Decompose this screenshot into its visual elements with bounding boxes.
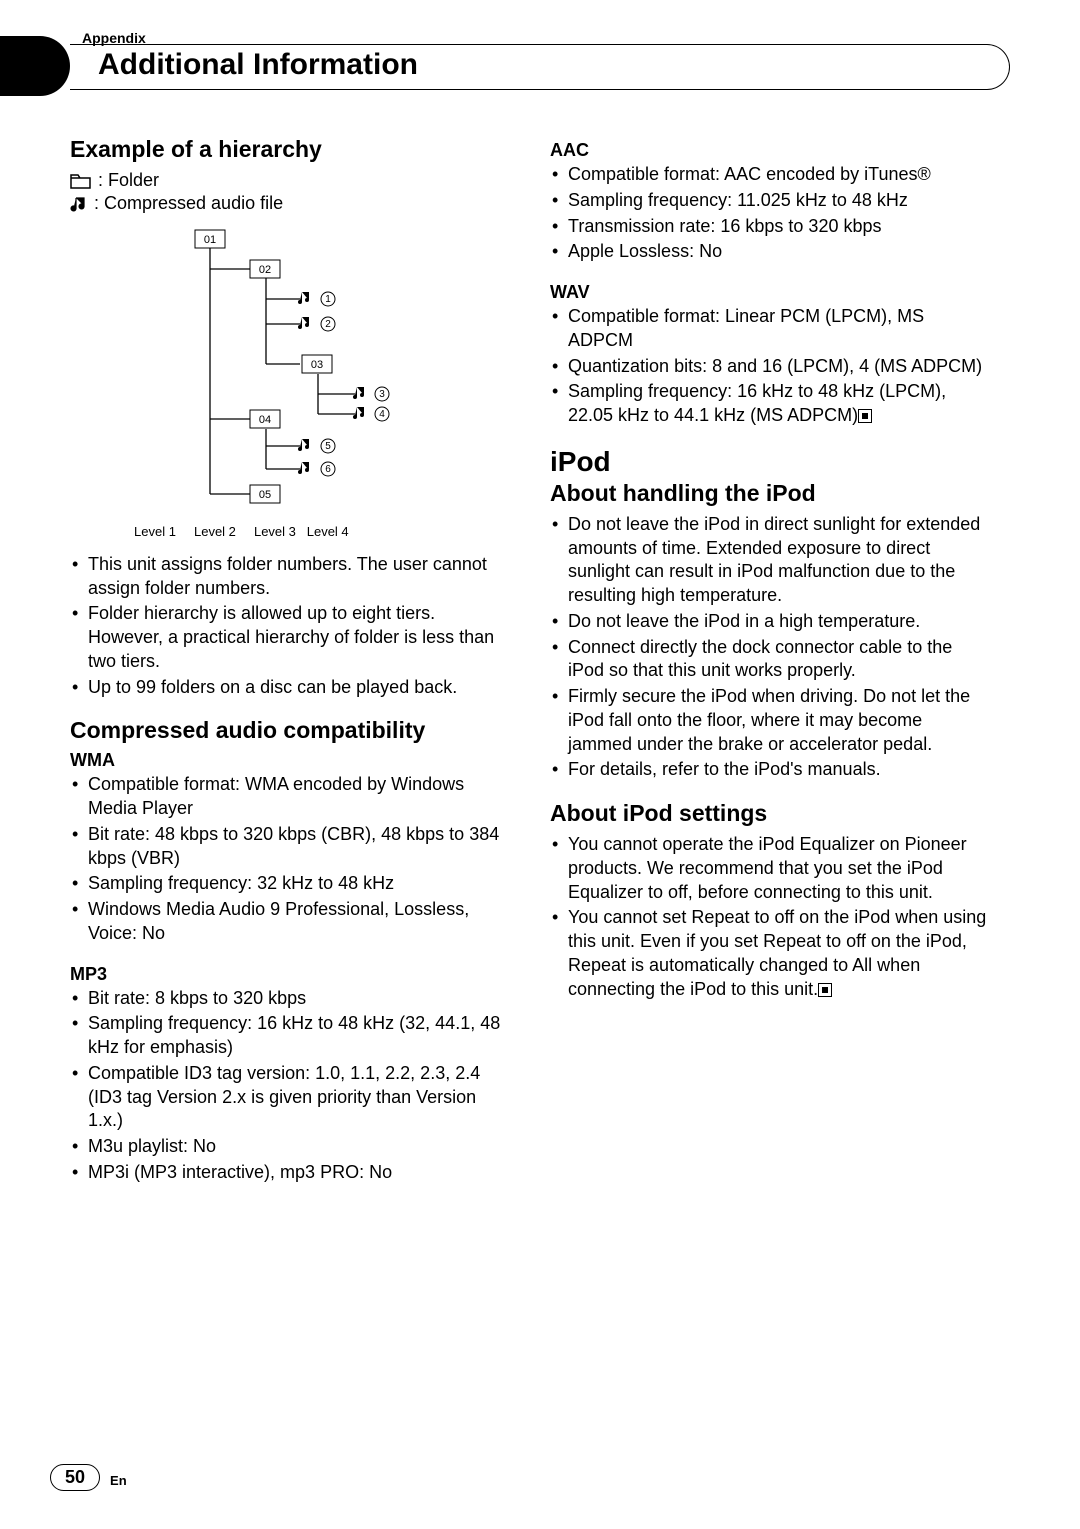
left-column: Example of a hierarchy : Folder : Compre… <box>70 136 510 1203</box>
wma-heading: WMA <box>70 750 510 771</box>
page-number: 50 <box>50 1464 100 1491</box>
list-item: You cannot operate the iPod Equalizer on… <box>550 833 990 904</box>
list-item: Sampling frequency: 32 kHz to 48 kHz <box>70 872 510 896</box>
list-item: Sampling frequency: 16 kHz to 48 kHz (32… <box>70 1012 510 1060</box>
wma-list: Compatible format: WMA encoded by Window… <box>70 773 510 945</box>
list-item: M3u playlist: No <box>70 1135 510 1159</box>
aac-list: Compatible format: AAC encoded by iTunes… <box>550 163 990 264</box>
folder-02: 02 <box>259 264 271 276</box>
section-end-icon <box>858 409 872 423</box>
content-columns: Example of a hierarchy : Folder : Compre… <box>70 136 1010 1203</box>
list-item: Compatible format: AAC encoded by iTunes… <box>550 163 990 187</box>
list-item: Sampling frequency: 11.025 kHz to 48 kHz <box>550 189 990 213</box>
svg-text:5: 5 <box>325 441 331 452</box>
list-item: Up to 99 folders on a disc can be played… <box>70 676 510 700</box>
folder-03: 03 <box>311 359 323 371</box>
page-title: Additional Information <box>98 48 418 82</box>
level-2-label: Level 2 <box>194 524 236 539</box>
list-item: Bit rate: 48 kbps to 320 kbps (CBR), 48 … <box>70 823 510 871</box>
folder-04: 04 <box>259 414 271 426</box>
list-item: You cannot set Repeat to off on the iPod… <box>550 906 990 1001</box>
legend-file-text: : Compressed audio file <box>94 192 283 215</box>
list-item: Do not leave the iPod in a high temperat… <box>550 610 990 634</box>
list-item: Apple Lossless: No <box>550 240 990 264</box>
folder-05: 05 <box>259 489 271 501</box>
title-black-tab <box>0 36 70 96</box>
language-label: En <box>110 1467 127 1488</box>
ipod-handling-list: Do not leave the iPod in direct sunlight… <box>550 513 990 782</box>
legend-folder-text: : Folder <box>98 169 159 192</box>
list-item: Compatible format: WMA encoded by Window… <box>70 773 510 821</box>
compat-heading: Compressed audio compatibility <box>70 717 510 744</box>
list-item: Do not leave the iPod in direct sunlight… <box>550 513 990 608</box>
right-column: AAC Compatible format: AAC encoded by iT… <box>550 136 990 1203</box>
list-item: Compatible format: Linear PCM (LPCM), MS… <box>550 305 990 353</box>
page-footer: 50 En <box>50 1464 127 1491</box>
level-1-label: Level 1 <box>134 524 176 539</box>
wav-heading: WAV <box>550 282 990 303</box>
example-hierarchy-heading: Example of a hierarchy <box>70 136 510 163</box>
svg-text:3: 3 <box>379 389 385 400</box>
list-item: MP3i (MP3 interactive), mp3 PRO: No <box>70 1161 510 1185</box>
ipod-settings-list: You cannot operate the iPod Equalizer on… <box>550 833 990 1001</box>
svg-text:1: 1 <box>325 294 331 305</box>
list-item: Compatible ID3 tag version: 1.0, 1.1, 2.… <box>70 1062 510 1133</box>
list-item: Transmission rate: 16 kbps to 320 kbps <box>550 215 990 239</box>
list-item: Windows Media Audio 9 Professional, Loss… <box>70 898 510 946</box>
list-item: Folder hierarchy is allowed up to eight … <box>70 602 510 673</box>
hierarchy-legend: : Folder : Compressed audio file <box>70 169 510 216</box>
hierarchy-notes-list: This unit assigns folder numbers. The us… <box>70 553 510 700</box>
svg-text:4: 4 <box>379 409 385 420</box>
aac-heading: AAC <box>550 140 990 161</box>
section-end-icon <box>818 983 832 997</box>
ipod-heading: iPod <box>550 446 990 478</box>
ipod-settings-heading: About iPod settings <box>550 800 990 827</box>
folder-icon <box>70 173 92 189</box>
list-item: Firmly secure the iPod when driving. Do … <box>550 685 990 756</box>
ipod-handling-heading: About handling the iPod <box>550 480 990 507</box>
list-item: This unit assigns folder numbers. The us… <box>70 553 510 601</box>
list-item: Connect directly the dock connector cabl… <box>550 636 990 684</box>
hierarchy-diagram: 01 02 03 04 05 <box>70 224 510 514</box>
wav-list: Compatible format: Linear PCM (LPCM), MS… <box>550 305 990 428</box>
folder-01: 01 <box>204 234 216 246</box>
list-item: Quantization bits: 8 and 16 (LPCM), 4 (M… <box>550 355 990 379</box>
list-item: Bit rate: 8 kbps to 320 kbps <box>70 987 510 1011</box>
hierarchy-svg: 01 02 03 04 05 <box>160 224 420 514</box>
list-item: For details, refer to the iPod's manuals… <box>550 758 990 782</box>
music-note-icon <box>70 195 88 213</box>
mp3-list: Bit rate: 8 kbps to 320 kbps Sampling fr… <box>70 987 510 1185</box>
svg-text:6: 6 <box>325 464 331 475</box>
level-4-label: Level 4 <box>307 524 349 539</box>
level-labels: Level 1 Level 2 Level 3 Level 4 <box>70 524 510 539</box>
mp3-heading: MP3 <box>70 964 510 985</box>
svg-text:2: 2 <box>325 319 331 330</box>
list-item: Sampling frequency: 16 kHz to 48 kHz (LP… <box>550 380 990 428</box>
level-3-label: Level 3 <box>254 524 296 539</box>
title-bar: Additional Information <box>70 50 1010 100</box>
